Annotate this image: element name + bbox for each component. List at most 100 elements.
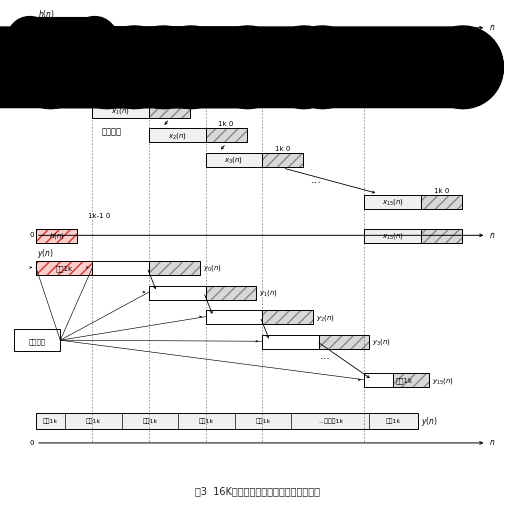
Bar: [318, 335, 369, 349]
Text: $n$: $n$: [488, 231, 495, 240]
Bar: [364, 229, 420, 243]
Text: $y(n)$: $y(n)$: [420, 415, 437, 428]
Text: 第四1k: 第四1k: [255, 419, 270, 424]
Bar: [149, 286, 205, 300]
Text: 1k+1: 1k+1: [56, 44, 75, 50]
Bar: [205, 49, 262, 63]
Bar: [262, 335, 318, 349]
Bar: [392, 373, 428, 387]
Text: ...: ...: [271, 52, 281, 62]
Bar: [92, 104, 149, 117]
Bar: [420, 195, 461, 209]
Bar: [36, 261, 92, 275]
Text: ...: ...: [320, 351, 330, 361]
Bar: [262, 153, 302, 167]
Text: 首次1k: 首次1k: [55, 265, 73, 272]
Bar: [36, 21, 89, 35]
Bar: [364, 49, 420, 63]
Bar: [149, 49, 205, 63]
Bar: [36, 49, 92, 63]
Text: 0: 0: [30, 25, 34, 31]
Bar: [149, 104, 189, 117]
Bar: [262, 310, 312, 324]
Text: $x_3(n)$: $x_3(n)$: [224, 52, 243, 62]
Bar: [36, 229, 77, 243]
Bar: [205, 128, 246, 142]
Text: 1k 0: 1k 0: [161, 97, 177, 103]
Text: 重叠相加: 重叠相加: [29, 338, 45, 345]
Text: 1k 0: 1k 0: [218, 121, 233, 127]
Text: $x_1(n)$: $x_1(n)$: [111, 52, 130, 62]
Text: 1k: 1k: [60, 70, 68, 77]
Text: $n$: $n$: [488, 23, 495, 32]
Bar: [262, 153, 302, 167]
Bar: [36, 413, 417, 429]
Bar: [92, 49, 149, 63]
Bar: [205, 286, 256, 300]
Text: $n$: $n$: [488, 51, 495, 60]
Bar: [392, 373, 428, 387]
Text: $x_{15}(n)$: $x_{15}(n)$: [381, 231, 403, 241]
Bar: [262, 310, 312, 324]
Text: $x(n)$: $x(n)$: [37, 66, 53, 78]
Text: $x_1(n)$: $x_1(n)$: [111, 106, 130, 116]
Text: 1k 0: 1k 0: [433, 187, 448, 194]
Text: 图3  16K采样点的零点填充和重叠相加方法: 图3 16K采样点的零点填充和重叠相加方法: [194, 486, 319, 496]
Text: $x(n)$: $x(n)$: [37, 36, 53, 48]
Bar: [205, 153, 262, 167]
Text: 1k: 1k: [388, 70, 397, 77]
Text: 1k: 1k: [229, 70, 238, 77]
Text: $y(n)$: $y(n)$: [37, 247, 53, 260]
Text: $x_0(n)$: $x_0(n)$: [54, 81, 73, 91]
Bar: [420, 229, 461, 243]
Bar: [149, 261, 200, 275]
Text: …第十五1k: …第十五1k: [317, 419, 342, 424]
Text: 第三1k: 第三1k: [199, 419, 214, 424]
Text: $x_2(n)$: $x_2(n)$: [167, 131, 186, 141]
Text: 1k 0: 1k 0: [274, 146, 290, 152]
Bar: [205, 310, 262, 324]
Text: $h(n)$: $h(n)$: [38, 8, 55, 20]
Text: ...: ...: [309, 175, 321, 185]
Text: 0: 0: [30, 232, 34, 239]
Text: 第二1k: 第二1k: [142, 419, 157, 424]
Text: $n$: $n$: [488, 438, 495, 447]
Bar: [149, 128, 205, 142]
Bar: [36, 229, 77, 243]
Bar: [92, 261, 149, 275]
Text: 最后1k: 最后1k: [385, 419, 401, 424]
Text: $x_0(n)$: $x_0(n)$: [54, 52, 73, 62]
Text: 1k-1 0: 1k-1 0: [88, 213, 110, 219]
Text: $x_3(n)$: $x_3(n)$: [224, 156, 243, 165]
Text: 零点填充: 零点填充: [101, 127, 121, 136]
Text: 1k 0: 1k 0: [105, 72, 121, 78]
Text: 第一1k: 第一1k: [86, 419, 101, 424]
Text: 0: 0: [30, 53, 34, 58]
Bar: [420, 195, 461, 209]
Bar: [205, 286, 256, 300]
Bar: [149, 104, 189, 117]
Bar: [36, 79, 92, 93]
Bar: [420, 229, 461, 243]
Bar: [364, 195, 420, 209]
Bar: [13, 329, 60, 351]
Text: $y_1(n)$: $y_1(n)$: [259, 288, 277, 298]
Bar: [149, 261, 200, 275]
Bar: [364, 373, 392, 387]
Text: 0: 0: [30, 440, 34, 446]
Text: $x_2(n)$: $x_2(n)$: [167, 52, 186, 62]
Bar: [36, 261, 92, 275]
Text: $y_0(n)$: $y_0(n)$: [202, 264, 221, 274]
Text: 1k: 1k: [116, 70, 125, 77]
Text: 最后1k: 最后1k: [395, 377, 412, 384]
Text: 首次1k: 首次1k: [43, 419, 58, 424]
Text: 1k: 1k: [173, 70, 181, 77]
Text: $x_{15}(n)$: $x_{15}(n)$: [381, 52, 403, 62]
Text: $x_{15}(n)$: $x_{15}(n)$: [381, 197, 403, 207]
Text: $y_{15}(n)$: $y_{15}(n)$: [431, 376, 453, 386]
Text: $y_2(n)$: $y_2(n)$: [315, 313, 334, 323]
Text: $y_3(n)$: $y_3(n)$: [372, 337, 390, 347]
Bar: [92, 79, 133, 93]
Bar: [205, 128, 246, 142]
Bar: [92, 79, 133, 93]
